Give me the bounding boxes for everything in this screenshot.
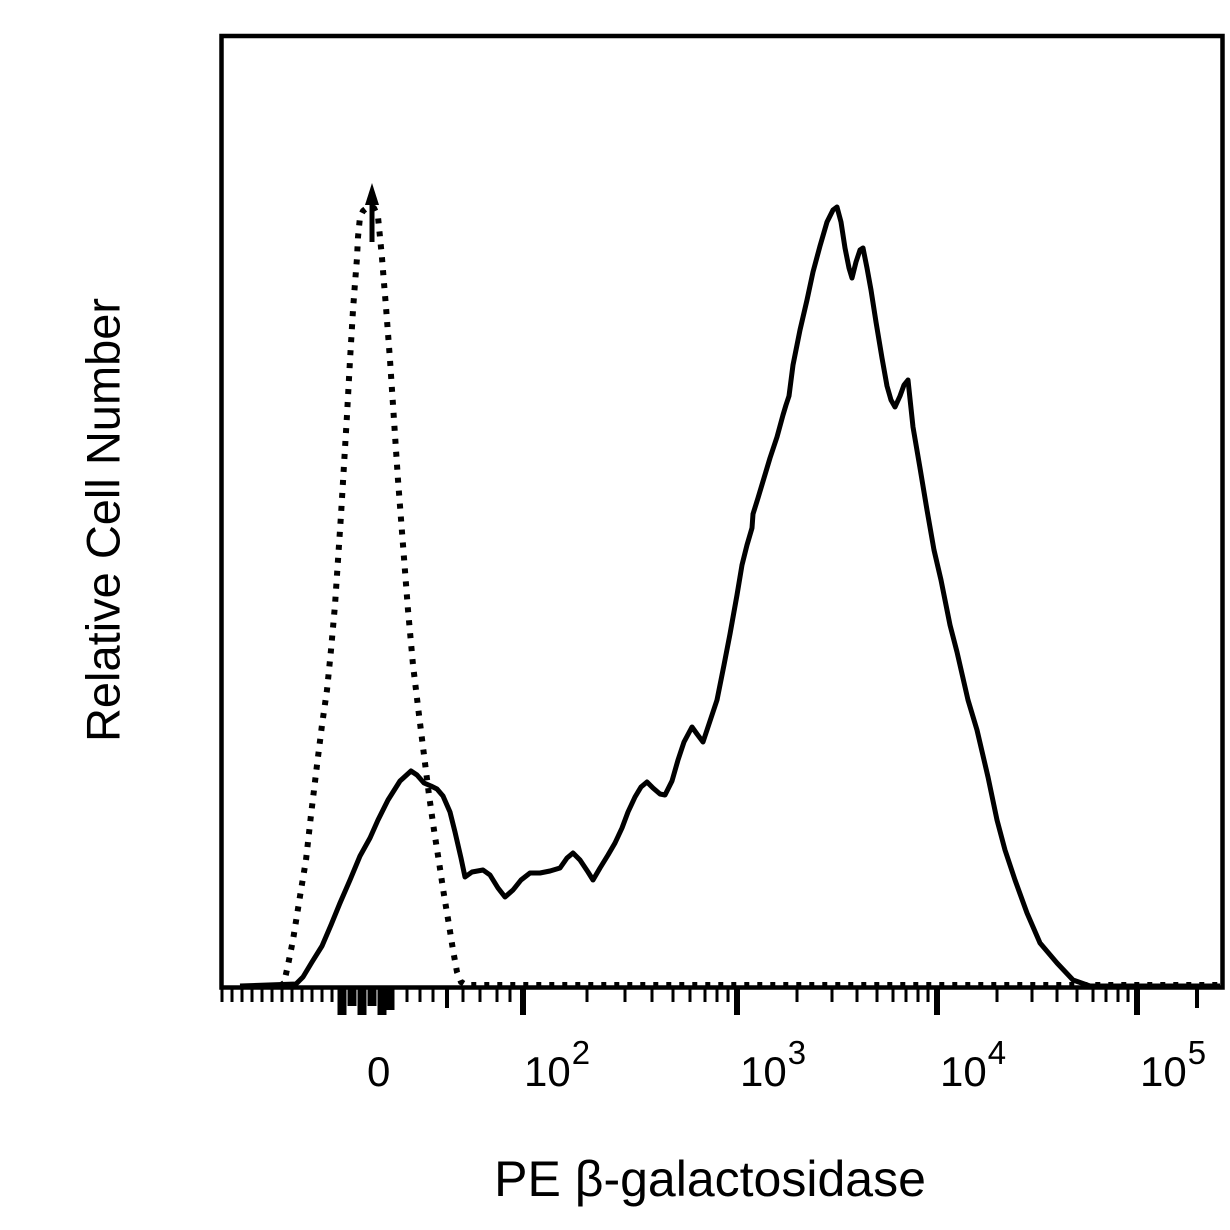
tick-label-exponent: 4 bbox=[987, 1034, 1007, 1071]
control-dotted-curve bbox=[278, 204, 1218, 989]
tick-label-exponent: 3 bbox=[787, 1034, 807, 1071]
plot-frame bbox=[219, 33, 1225, 990]
x-tick-label-10e3: 103 bbox=[740, 1034, 806, 1096]
tick-label-base: 10 bbox=[524, 1048, 571, 1095]
tick-label-base: 10 bbox=[740, 1048, 787, 1095]
tick-label-base: 10 bbox=[1140, 1048, 1187, 1095]
tick-label-base: 10 bbox=[940, 1048, 987, 1095]
peak-spike-arrowhead-icon bbox=[365, 183, 379, 205]
tick-label-exponent: 2 bbox=[571, 1034, 591, 1071]
x-tick-label-10e5: 105 bbox=[1140, 1034, 1206, 1096]
x-tick-label-10e2: 102 bbox=[524, 1034, 590, 1096]
x-axis-title: PE β-galactosidase bbox=[494, 1151, 926, 1207]
tick-label-base: 0 bbox=[367, 1048, 391, 1095]
stained-solid-curve bbox=[239, 204, 1220, 989]
tick-label-exponent: 5 bbox=[1187, 1034, 1207, 1071]
x-tick-label-0: 0 bbox=[367, 1048, 390, 1096]
x-tick-label-10e4: 104 bbox=[940, 1034, 1006, 1096]
